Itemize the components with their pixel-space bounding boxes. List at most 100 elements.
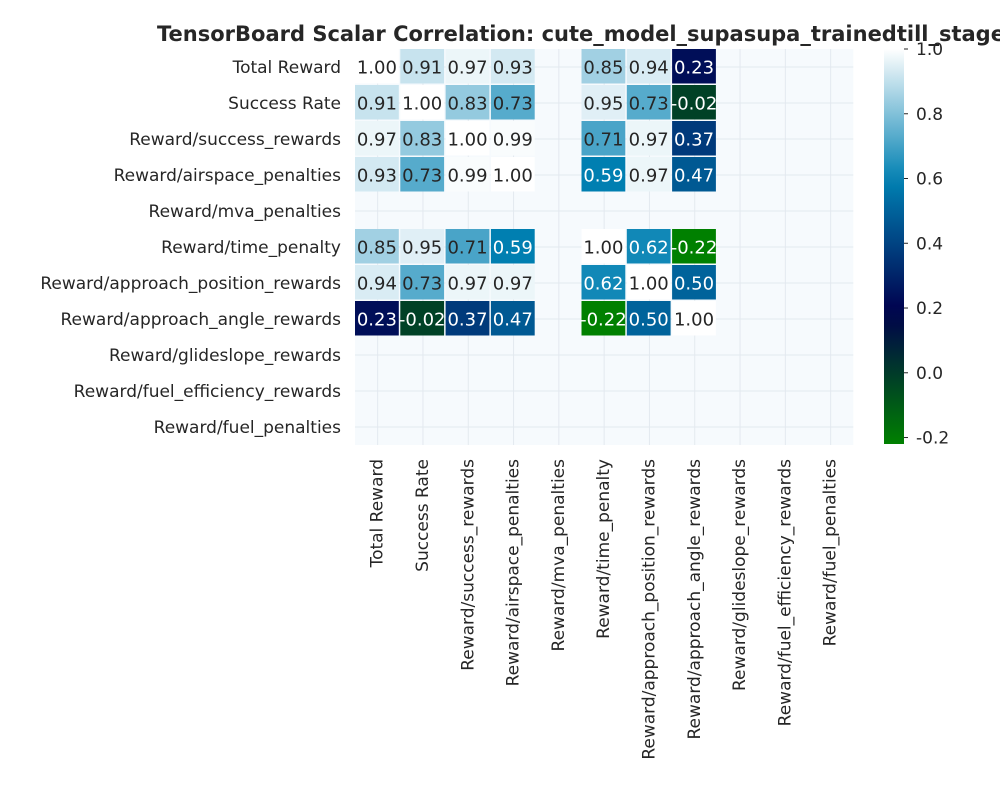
y-tick-label: Reward/glideslope_rewards xyxy=(109,346,341,366)
cell-value-label: 0.93 xyxy=(357,166,397,187)
colorbar-tick-label: 0.0 xyxy=(916,364,943,384)
heatmap-cell xyxy=(445,85,490,120)
colorbar-tick-label: 0.4 xyxy=(916,234,943,254)
heatmap-cell xyxy=(400,85,445,120)
cell-value-label: 0.99 xyxy=(493,130,533,151)
cell-value-label: 1.00 xyxy=(402,94,442,115)
heatmap-cell xyxy=(490,85,535,120)
cell-value-label: 0.47 xyxy=(493,310,533,331)
cell-value-label: 0.91 xyxy=(402,58,442,79)
cell-value-label: -0.22 xyxy=(580,310,627,331)
y-tick-label: Reward/approach_position_rewards xyxy=(40,274,341,294)
cell-value-label: 0.71 xyxy=(447,238,487,259)
cell-value-label: 0.47 xyxy=(674,166,714,187)
cell-value-label: 0.97 xyxy=(447,274,487,295)
cell-value-label: 0.94 xyxy=(357,274,397,295)
cell-value-label: 0.59 xyxy=(493,238,533,259)
heatmap-cell xyxy=(626,85,671,120)
heatmap-cell xyxy=(490,301,535,336)
x-tick-label: Reward/glideslope_rewards xyxy=(730,459,750,691)
heatmap-cell xyxy=(400,157,445,192)
colorbar-tick-label: 0.8 xyxy=(916,105,943,125)
cell-value-label: 0.83 xyxy=(402,130,442,151)
cell-value-label: 0.99 xyxy=(447,166,487,187)
heatmap-cell xyxy=(490,121,535,156)
colorbar-gradient xyxy=(884,49,904,444)
heatmap-cell xyxy=(445,301,490,336)
y-tick-label: Reward/time_penalty xyxy=(161,238,341,258)
cell-value-label: 0.62 xyxy=(583,274,623,295)
cell-value-label: 0.97 xyxy=(629,130,669,151)
cell-value-label: 0.73 xyxy=(629,94,669,115)
cell-value-label: 0.73 xyxy=(402,274,442,295)
cell-value-label: -0.22 xyxy=(671,238,718,259)
colorbar-tick-label: 0.2 xyxy=(916,299,943,319)
heatmap-cell xyxy=(672,301,716,336)
colorbar-tick-label: 0.6 xyxy=(916,170,943,190)
heatmap-cell xyxy=(490,229,535,264)
cell-value-label: 0.85 xyxy=(357,238,397,259)
x-tick-label: Reward/approach_angle_rewards xyxy=(685,459,705,740)
cell-value-label: 0.83 xyxy=(447,94,487,115)
x-tick-label: Reward/fuel_penalties xyxy=(821,459,841,646)
cell-value-label: 0.71 xyxy=(583,130,623,151)
heatmap-cell xyxy=(672,229,716,264)
x-tick-label: Total Reward xyxy=(368,459,388,568)
y-tick-label: Reward/fuel_efficiency_rewards xyxy=(74,382,341,402)
cell-value-label: 0.73 xyxy=(402,166,442,187)
y-tick-label: Reward/fuel_penalties xyxy=(154,418,341,438)
x-tick-label: Reward/airspace_penalties xyxy=(504,459,524,687)
heatmap-cell xyxy=(581,157,626,192)
cell-value-label: 1.00 xyxy=(447,130,487,151)
heatmap-cell xyxy=(355,301,399,336)
cell-value-label: 0.37 xyxy=(447,310,487,331)
x-tick-label: Reward/mva_penalties xyxy=(549,459,569,652)
cell-value-label: 0.94 xyxy=(629,58,669,79)
cell-value-label: 0.50 xyxy=(629,310,669,331)
heatmap-cell xyxy=(672,157,716,192)
heatmap-cell xyxy=(626,121,671,156)
heatmap-cell xyxy=(626,229,671,264)
heatmap-cell xyxy=(355,49,399,84)
heatmap-cell xyxy=(672,121,716,156)
heatmap-cell xyxy=(445,157,490,192)
cell-value-label: 0.95 xyxy=(583,94,623,115)
cell-value-label: 1.00 xyxy=(674,310,714,331)
y-tick-label: Reward/approach_angle_rewards xyxy=(61,310,342,330)
heatmap-cell xyxy=(490,265,535,300)
cell-value-label: 0.37 xyxy=(674,130,714,151)
heatmap-cell xyxy=(490,157,535,192)
heatmap-cell xyxy=(355,121,399,156)
colorbar-tick-label: -0.2 xyxy=(916,429,949,449)
x-tick-label: Reward/success_rewards xyxy=(458,459,478,671)
heatmap-cell xyxy=(581,85,626,120)
cell-value-label: -0.02 xyxy=(399,310,446,331)
heatmap-cell xyxy=(355,157,399,192)
heatmap-cell xyxy=(490,49,535,84)
colorbar-tick-label: 1.0 xyxy=(916,40,943,60)
cell-value-label: 0.23 xyxy=(357,310,397,331)
cell-value-label: 0.23 xyxy=(674,58,714,79)
heatmap-cell xyxy=(400,49,445,84)
heatmap-cell xyxy=(445,121,490,156)
x-tick-label: Reward/fuel_efficiency_rewards xyxy=(775,459,795,726)
y-tick-label: Reward/mva_penalties xyxy=(149,202,342,222)
cell-value-label: 0.95 xyxy=(402,238,442,259)
y-tick-label: Success Rate xyxy=(228,94,341,114)
heatmap-cell xyxy=(445,229,490,264)
cell-value-label: 0.97 xyxy=(357,130,397,151)
heatmap-cell xyxy=(445,265,490,300)
x-tick-label: Reward/approach_position_rewards xyxy=(639,459,659,760)
heatmap-cell xyxy=(400,121,445,156)
heatmap-cell xyxy=(400,301,445,336)
cell-value-label: 1.00 xyxy=(357,58,397,79)
cell-value-label: 0.85 xyxy=(583,58,623,79)
cell-value-label: 0.97 xyxy=(493,274,533,295)
cell-value-label: 0.93 xyxy=(493,58,533,79)
cell-value-label: 0.62 xyxy=(629,238,669,259)
y-tick-label: Reward/airspace_penalties xyxy=(114,166,342,186)
heatmap-cell xyxy=(626,301,671,336)
cell-value-label: 1.00 xyxy=(493,166,533,187)
heatmap-cell xyxy=(355,85,399,120)
heatmap-cell xyxy=(400,229,445,264)
